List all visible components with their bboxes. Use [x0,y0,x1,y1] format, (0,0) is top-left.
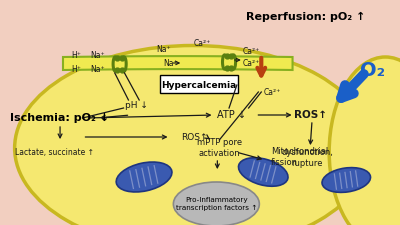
Text: Hypercalcemia: Hypercalcemia [161,81,236,90]
Text: Ca²⁺: Ca²⁺ [263,88,280,97]
Text: Pro-Inflammatory
transcription factors ↑: Pro-Inflammatory transcription factors ↑ [176,197,257,211]
Text: H⁺: H⁺ [71,65,81,74]
Text: Na⁺: Na⁺ [156,45,171,54]
Text: Na⁺: Na⁺ [163,59,178,68]
Text: Mitochondrial
fission: Mitochondrial fission [271,147,328,167]
Text: Ca²⁺: Ca²⁺ [243,59,260,68]
Text: ROS↑: ROS↑ [182,133,208,142]
Text: H⁺: H⁺ [71,52,81,61]
Text: Ca²⁺: Ca²⁺ [243,47,260,56]
Text: Na⁺: Na⁺ [90,65,104,74]
Ellipse shape [173,182,259,225]
Ellipse shape [15,45,371,225]
Ellipse shape [329,57,400,225]
Text: O₂: O₂ [360,61,385,81]
Text: Reperfusion: pO₂ ↑: Reperfusion: pO₂ ↑ [246,12,365,22]
Text: pH ↓: pH ↓ [125,101,148,110]
Ellipse shape [322,168,370,192]
Text: mPTP pore
activation: mPTP pore activation [197,138,242,158]
Text: Ca²⁺: Ca²⁺ [194,40,211,49]
FancyBboxPatch shape [160,75,238,93]
Text: Lactate, succinate ↑: Lactate, succinate ↑ [15,148,94,157]
Ellipse shape [238,158,288,186]
Text: dysfunction,
rupture: dysfunction, rupture [281,148,333,168]
Text: ROS↑: ROS↑ [294,110,327,120]
Text: Ischemia: pO₂ ↓: Ischemia: pO₂ ↓ [10,113,110,123]
Text: ATP ↓: ATP ↓ [218,110,246,120]
Text: Na⁺: Na⁺ [90,50,104,59]
Ellipse shape [116,162,172,192]
Polygon shape [63,56,292,70]
